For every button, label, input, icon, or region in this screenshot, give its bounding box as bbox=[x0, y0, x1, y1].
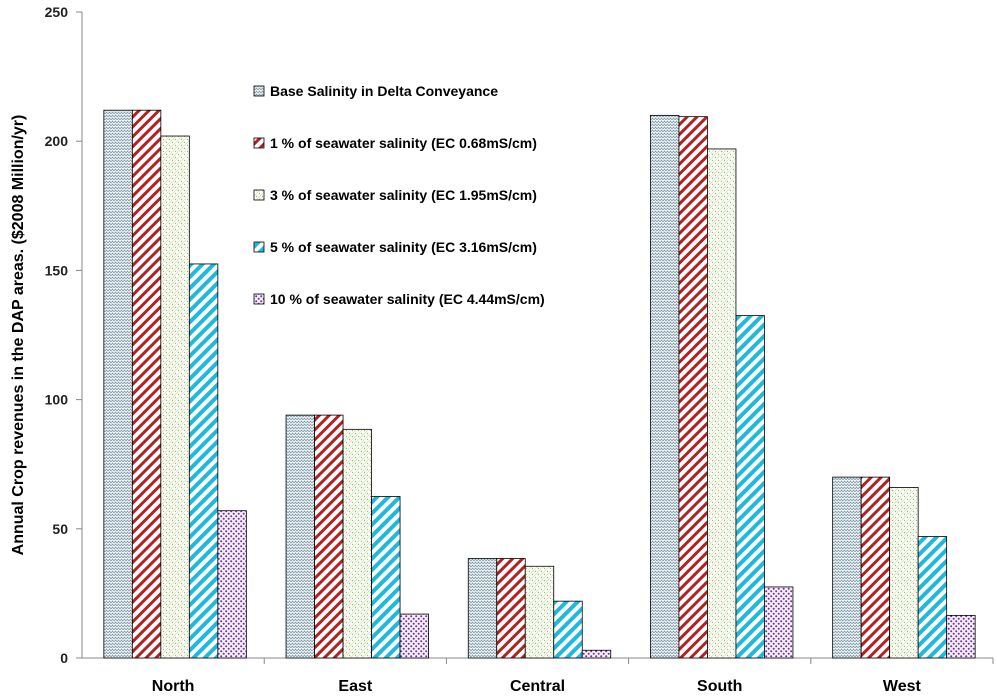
legend-swatch bbox=[253, 137, 265, 149]
legend-swatch bbox=[253, 293, 265, 305]
bar bbox=[131, 109, 162, 659]
y-tick-label: 50 bbox=[52, 521, 68, 537]
y-axis-label: Annual Crop revenues in the DAP areas. (… bbox=[10, 115, 27, 556]
bar bbox=[342, 428, 372, 659]
x-category-label: Central bbox=[510, 678, 565, 695]
bar bbox=[553, 600, 583, 659]
bar bbox=[314, 414, 344, 659]
legend-swatch bbox=[253, 85, 265, 97]
y-tick-label: 200 bbox=[45, 133, 69, 149]
y-tick-label: 150 bbox=[45, 262, 69, 278]
legend-label: 3 % of seawater salinity (EC 1.95mS/cm) bbox=[270, 187, 537, 203]
x-category-label: North bbox=[152, 678, 195, 695]
bar bbox=[160, 135, 190, 659]
y-tick-label: 100 bbox=[45, 392, 69, 408]
x-category-label: South bbox=[697, 678, 742, 695]
legend-label: 1 % of seawater salinity (EC 0.68mS/cm) bbox=[270, 135, 537, 151]
bar bbox=[764, 586, 794, 659]
bar bbox=[735, 315, 765, 659]
bar bbox=[581, 649, 612, 659]
bar bbox=[399, 613, 429, 659]
legend-swatch bbox=[253, 241, 265, 253]
x-category-label: East bbox=[338, 678, 372, 695]
bar bbox=[467, 558, 498, 659]
y-tick-label: 0 bbox=[60, 650, 68, 666]
bar bbox=[496, 558, 526, 659]
bar bbox=[285, 414, 315, 659]
plot-area: 0 50 100 150 200 250 North East Central South West bbox=[45, 4, 994, 695]
bar bbox=[946, 614, 976, 659]
y-tick-label: 250 bbox=[45, 4, 69, 20]
legend: Base Salinity in Delta Conveyance 1 % of … bbox=[253, 83, 545, 307]
bar bbox=[832, 476, 862, 659]
legend-label: Base Salinity in Delta Conveyance bbox=[270, 83, 498, 99]
bar bbox=[650, 114, 680, 659]
bar bbox=[678, 116, 708, 659]
legend-label: 10 % of seawater salinity (EC 4.44mS/cm) bbox=[270, 291, 545, 307]
legend-label: 5 % of seawater salinity (EC 3.16mS/cm) bbox=[270, 239, 537, 255]
x-category-label: West bbox=[883, 678, 922, 695]
bar bbox=[217, 510, 247, 659]
bar bbox=[860, 476, 891, 659]
bar bbox=[707, 148, 737, 659]
bar bbox=[103, 109, 133, 659]
bar bbox=[524, 565, 555, 659]
bar bbox=[889, 487, 919, 659]
bar bbox=[188, 263, 219, 659]
bar bbox=[917, 536, 948, 659]
bar bbox=[371, 496, 401, 659]
legend-swatch bbox=[253, 189, 265, 201]
